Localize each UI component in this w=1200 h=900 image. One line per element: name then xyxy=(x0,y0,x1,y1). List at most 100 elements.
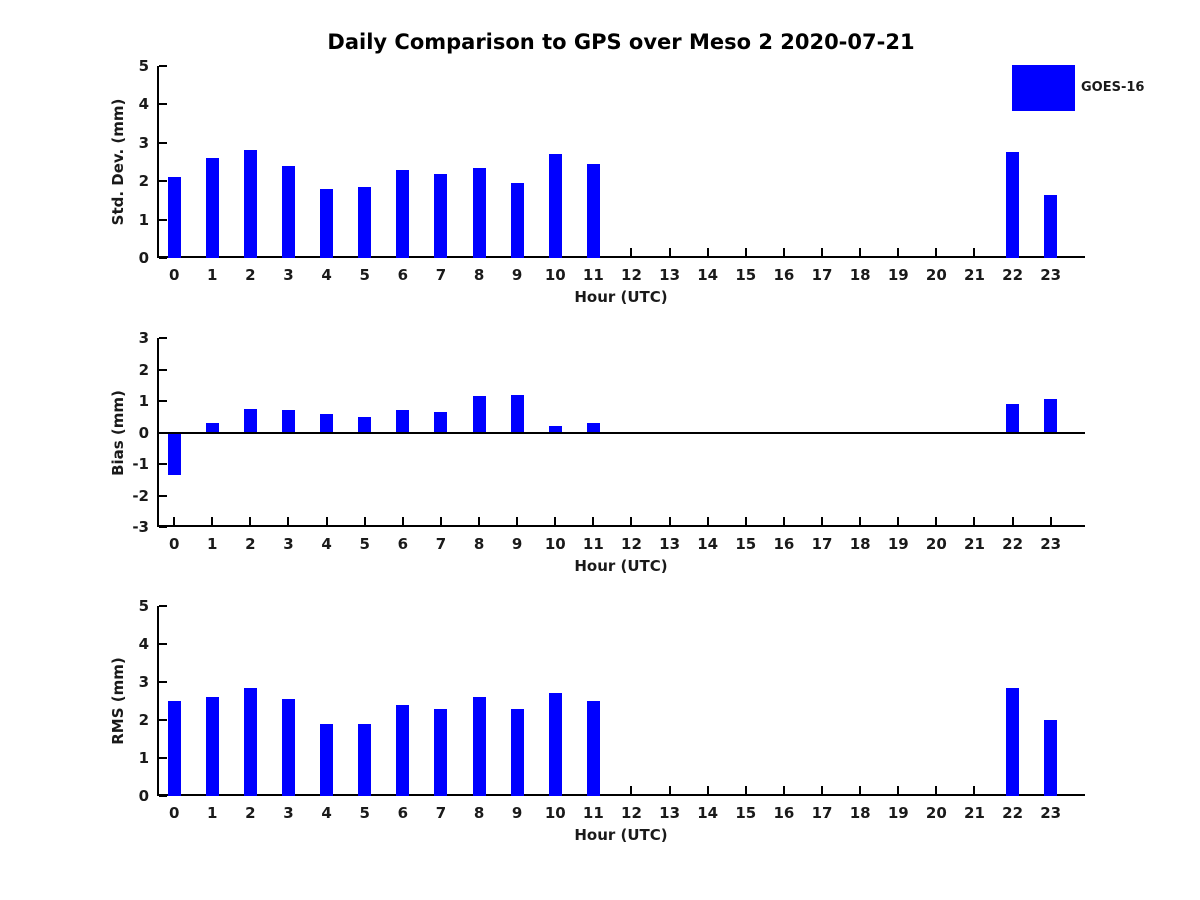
x-tick xyxy=(325,517,328,525)
x-tick-label: 8 xyxy=(473,266,485,284)
y-axis-title: Std. Dev. (mm) xyxy=(109,98,127,226)
x-tick xyxy=(668,517,671,525)
bar-std-dev-hour-3 xyxy=(281,165,295,258)
bar-bias-hour-11 xyxy=(586,423,600,433)
x-tick-label: 15 xyxy=(735,804,757,822)
x-tick-label: 23 xyxy=(1040,804,1062,822)
bar-rms-hour-0 xyxy=(167,701,181,796)
y-axis-title: Bias (mm) xyxy=(109,389,127,476)
y-tick xyxy=(159,605,167,607)
x-tick xyxy=(630,248,633,256)
x-axis-title: Hour (UTC) xyxy=(574,288,668,306)
subplot-std-dev: 0 1 2 3 4 5 0 1 2 3 4 5 6 7 8 9 10 11 12 13 14 15 16 17 18 19 20 21… xyxy=(109,57,1085,306)
y-tick-label: -2 xyxy=(132,486,149,505)
x-tick xyxy=(897,248,900,256)
y-tick xyxy=(159,463,167,465)
x-tick-label: 19 xyxy=(887,266,909,284)
x-tick-label: 10 xyxy=(544,535,566,553)
bar-bias-hour-8 xyxy=(472,396,486,433)
bar-rms-hour-5 xyxy=(358,723,372,796)
y-tick xyxy=(159,526,167,528)
y-tick-label: 1 xyxy=(138,210,149,229)
bar-std-dev-hour-9 xyxy=(510,183,524,258)
bar-rms-hour-22 xyxy=(1006,687,1020,796)
bar-std-dev-hour-1 xyxy=(205,158,219,258)
x-tick-label: 2 xyxy=(245,535,256,553)
bar-std-dev-hour-11 xyxy=(586,163,600,258)
y-tick-label: 0 xyxy=(138,423,149,442)
bar-bias-hour-0 xyxy=(167,432,181,476)
x-tick-label: 5 xyxy=(359,535,370,553)
y-tick-label: 3 xyxy=(138,133,149,152)
x-axis-title: Hour (UTC) xyxy=(574,826,668,844)
x-tick xyxy=(439,517,442,525)
x-tick-label: 20 xyxy=(925,266,947,284)
y-tick xyxy=(159,757,167,759)
y-tick xyxy=(159,368,167,371)
x-tick xyxy=(401,517,404,525)
x-tick-label: 15 xyxy=(735,535,757,553)
x-tick-label: 12 xyxy=(621,535,642,553)
x-tick-label: 5 xyxy=(359,266,370,284)
x-tick-label: 0 xyxy=(168,266,180,284)
x-tick-label: 9 xyxy=(511,535,523,553)
legend-label: GOES-16 xyxy=(1081,80,1145,95)
x-tick-label: 2 xyxy=(245,266,256,284)
bar-bias-hour-3 xyxy=(281,410,295,433)
x-tick-label: 0 xyxy=(168,804,180,822)
bar-bias-hour-9 xyxy=(510,394,524,433)
x-axis-title: Hour (UTC) xyxy=(574,557,668,575)
y-tick xyxy=(159,218,167,221)
x-tick xyxy=(859,786,862,794)
x-tick xyxy=(1049,517,1052,525)
x-tick-label: 17 xyxy=(811,804,833,822)
x-tick-label: 3 xyxy=(283,266,294,284)
bar-std-dev-hour-2 xyxy=(243,150,257,258)
x-tick xyxy=(973,517,976,525)
bar-std-dev-hour-8 xyxy=(472,167,486,258)
bar-rms-hour-8 xyxy=(472,697,486,796)
bar-std-dev-hour-7 xyxy=(434,173,448,258)
x-tick xyxy=(173,517,176,525)
y-tick-label: 1 xyxy=(138,749,149,767)
bar-bias-hour-6 xyxy=(396,410,410,433)
x-tick xyxy=(211,517,214,525)
x-tick-label: 19 xyxy=(887,804,909,822)
x-tick-label: 22 xyxy=(1002,535,1024,553)
x-tick-label: 3 xyxy=(283,804,294,822)
bar-std-dev-hour-6 xyxy=(396,169,410,258)
y-tick-label: 3 xyxy=(138,329,149,347)
y-tick xyxy=(159,141,167,144)
x-tick-label: 10 xyxy=(544,266,566,284)
subplot-bias: -3 -2 -1 0 1 2 3 0 1 2 3 4 5 6 7 8 9 10 11 12 13 14 15 16 17 18 19… xyxy=(109,329,1085,575)
y-tick xyxy=(159,494,167,497)
bar-bias-hour-7 xyxy=(434,412,448,433)
x-tick-label: 3 xyxy=(283,535,294,553)
x-axis-spine xyxy=(157,525,1085,527)
y-axis-spine xyxy=(157,66,159,258)
y-tick-label: 2 xyxy=(138,172,149,191)
y-tick xyxy=(159,400,167,402)
y-tick-label: -1 xyxy=(132,455,149,473)
x-tick-label: 7 xyxy=(435,535,447,553)
bar-bias-hour-23 xyxy=(1044,399,1058,433)
x-tick-label: 13 xyxy=(659,535,681,553)
x-tick xyxy=(287,517,290,525)
bar-bias-hour-1 xyxy=(205,423,219,433)
subplot-rms: 0 1 2 3 4 5 0 1 2 3 4 5 6 7 8 9 10 11 12 13 14 15 16 17 18 19 20 21… xyxy=(109,597,1085,844)
x-tick xyxy=(821,517,824,525)
x-tick-label: 21 xyxy=(964,266,985,284)
x-tick xyxy=(897,786,900,794)
x-tick-label: 11 xyxy=(582,535,604,553)
x-tick-label: 12 xyxy=(621,266,642,284)
y-tick-label: 4 xyxy=(138,95,149,114)
x-tick xyxy=(668,786,671,794)
bar-rms-hour-6 xyxy=(396,704,410,796)
x-tick-label: 23 xyxy=(1040,266,1062,284)
y-tick xyxy=(159,180,167,183)
x-tick-label: 11 xyxy=(582,266,604,284)
x-tick xyxy=(630,517,633,525)
x-tick xyxy=(935,517,938,525)
x-tick xyxy=(935,248,938,256)
x-tick xyxy=(782,517,785,525)
